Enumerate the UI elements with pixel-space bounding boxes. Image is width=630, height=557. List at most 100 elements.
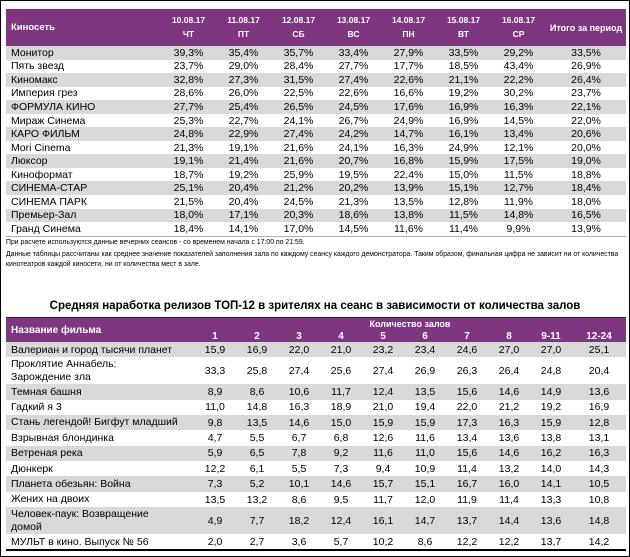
date-column-header: 12.08.17 СБ — [271, 9, 326, 46]
cell-value: 13,8 — [540, 432, 562, 444]
cell-value: 15,6 — [456, 447, 478, 460]
cell-value: 21,6% — [283, 141, 314, 154]
cell-value: 11,9% — [504, 195, 533, 208]
cell-value: 26,4 — [498, 364, 520, 377]
cell-value: 28,6% — [173, 87, 204, 100]
halls-column-header: 3 — [296, 330, 302, 342]
cell-value: 7,7 — [249, 514, 265, 527]
cell-value: 24,1% — [283, 114, 314, 127]
weekday-label: ВТ — [457, 28, 469, 39]
cell-value: 19,1% — [228, 141, 259, 154]
cinema-name: Люксор — [11, 155, 48, 168]
table-row: КАРО ФИЛЬМ 24,8% 22,9% 27,4% 24,2% 14,7% 16,1%… — [6, 127, 626, 141]
cell-value: 9,8 — [207, 416, 223, 429]
cell-value: 33,5% — [448, 46, 479, 59]
cell-value: 8,6 — [291, 493, 307, 506]
date-column-header: 16.08.17 СР — [491, 9, 546, 46]
cell-value: 13,5 — [414, 385, 436, 398]
cell-value: 22,4% — [393, 168, 424, 181]
table-row: Стань легендой! Бигфут младший 9,8 13,5 14,… — [6, 414, 626, 431]
halls-column-header: 2 — [254, 330, 260, 342]
cell-value: 13,8% — [393, 209, 424, 222]
cell-value: 18,0% — [173, 209, 204, 222]
cell-value: 25,4% — [228, 100, 259, 113]
cell-value: 14,1 — [540, 478, 562, 491]
film-name: Темная башня — [11, 385, 82, 398]
cell-value: 21,0 — [372, 401, 394, 414]
cell-value: 13,5% — [393, 195, 424, 208]
cell-value: 11,6% — [394, 222, 423, 235]
cell-value: 17,1% — [228, 209, 259, 222]
cell-value: 31,5% — [283, 73, 314, 86]
weekday-label: ВС — [347, 28, 360, 39]
cell-value: 11,4 — [457, 462, 477, 475]
cell-value: 20,3% — [283, 209, 314, 222]
film-name: Гадкий я 3 — [11, 401, 62, 414]
cinema-name-header: Киносеть — [11, 22, 55, 33]
cell-value: 15,9 — [372, 416, 394, 429]
cinema-name: Киноформат — [11, 168, 73, 181]
cell-value: 12,4 — [372, 385, 394, 398]
film-name: Ветреная река — [11, 447, 83, 460]
cell-value: 24,9% — [393, 114, 424, 127]
cell-total: 18,0% — [571, 195, 601, 208]
cell-value: 13,4 — [456, 432, 478, 444]
cell-value: 26,7% — [338, 114, 369, 127]
cell-value: 11,4 — [499, 493, 519, 506]
cell-value: 13,6 — [588, 385, 610, 398]
table-row: Гадкий я 3 11,0 14,8 16,3 18,9 21,0 19,4 22,0 21… — [6, 400, 626, 415]
cell-value: 20,4% — [228, 182, 259, 195]
cell-value: 4,7 — [207, 432, 223, 444]
cell-value: 10,2 — [372, 535, 394, 548]
date-column-header: 13.08.17 ВС — [326, 9, 381, 46]
cell-value: 6,7 — [291, 432, 307, 444]
cell-value: 16,3% — [503, 100, 534, 113]
table-row: Пять звезд 23,7% 29,0% 28,4% 27,7% 17,7% 18,5%… — [6, 60, 626, 74]
cell-value: 26,3 — [456, 364, 478, 377]
date-label: 14.08.17 — [391, 15, 426, 26]
table-row: Темная башня 8,9 8,6 10,6 11,7 12,4 13,5 15,6 14… — [6, 384, 626, 400]
films-table-body: Валериан и город тысячи планет 15,9 16,9 22… — [6, 342, 626, 552]
cell-value: 11,0 — [205, 401, 225, 414]
cell-total: 22,0% — [571, 114, 601, 127]
cell-value: 22,9% — [228, 128, 259, 141]
cell-value: 11,5% — [449, 209, 478, 222]
cell-value: 12,0 — [414, 493, 436, 506]
cell-value: 16,1% — [448, 128, 479, 141]
halls-column-header: 5 — [380, 330, 386, 342]
cell-value: 14,9 — [540, 385, 562, 398]
cell-value: 9,4 — [375, 462, 391, 475]
table-row: Человек-паук: Возвращение домой 4,9 7,7 18,… — [6, 507, 626, 535]
footnote-calculation-method: Данные таблицы рассчитаны как среднее зн… — [6, 250, 619, 268]
cell-value: 12,2 — [204, 462, 226, 475]
cell-value: 5,7 — [333, 535, 349, 548]
cell-value: 5,5 — [291, 462, 307, 475]
cell-value: 14,6 — [288, 416, 310, 429]
halls-count-header: Количество залов — [369, 319, 451, 329]
cell-value: 14,6 — [498, 385, 520, 398]
cell-value: 21,5% — [173, 195, 204, 208]
cell-value: 14,3 — [588, 462, 610, 475]
halls-column-header: 6 — [422, 330, 428, 342]
date-label: 11.08.17 — [227, 15, 260, 26]
cinema-name: СИНЕМА ПАРК — [11, 195, 88, 208]
table-row: Проклятие Аннабель: Зарождение зла 33,3 25… — [6, 357, 626, 384]
cell-value: 15,9 — [540, 416, 562, 429]
cell-value: 25,9% — [283, 168, 314, 181]
table-row: СИНЕМА-СТАР 25,1% 20,4% 21,2% 20,2% 13,9% 15,1… — [6, 181, 626, 196]
cell-value: 28,4% — [283, 60, 314, 73]
cell-value: 2,7 — [249, 535, 265, 548]
date-column-header: 11.08.17 ПТ — [216, 9, 271, 46]
cell-value: 5,2 — [249, 478, 265, 491]
cell-value: 17,5% — [503, 155, 534, 168]
cell-value: 22,7% — [228, 114, 259, 127]
cell-value: 17,0% — [283, 222, 314, 235]
footnotes: При расчете используются данные вечерних… — [6, 238, 624, 271]
cell-value: 18,7% — [173, 168, 204, 181]
cell-value: 12,8% — [448, 195, 479, 208]
cell-value: 22,0 — [288, 343, 310, 356]
cell-value: 13,7 — [456, 514, 478, 527]
cell-value: 21,0 — [330, 343, 352, 356]
cell-value: 21,4% — [228, 155, 259, 168]
